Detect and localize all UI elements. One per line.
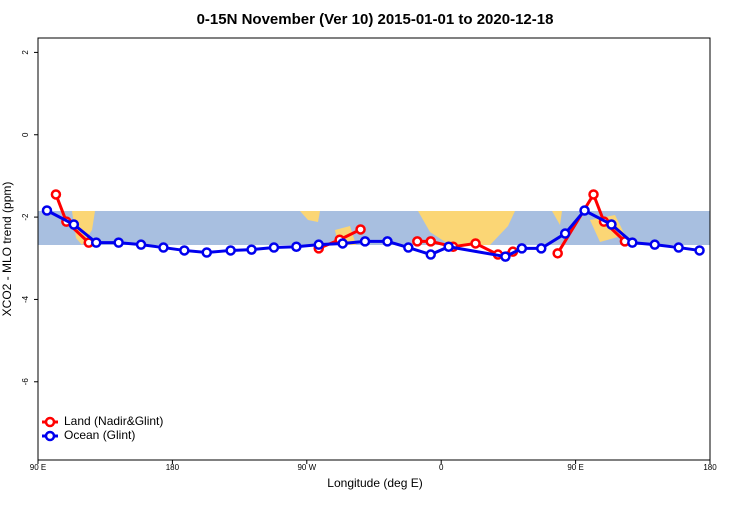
data-point: [673, 242, 684, 253]
data-point: [588, 189, 599, 200]
data-point: [694, 245, 705, 256]
data-point: [412, 236, 423, 247]
data-point: [313, 239, 324, 250]
data-point: [382, 236, 393, 247]
data-point: [337, 238, 348, 249]
data-point: [225, 245, 236, 256]
data-point: [113, 237, 124, 248]
data-point: [355, 224, 366, 235]
legend-label: Land (Nadir&Glint): [64, 414, 163, 428]
data-point: [68, 219, 80, 230]
legend-marker: [44, 416, 56, 428]
y-tick-label: -6: [21, 378, 30, 386]
y-axis-label: XCO2 - MLO trend (ppm): [0, 182, 14, 317]
x-axis-label: Longitude (deg E): [327, 476, 422, 490]
x-tick-label: 90 E: [30, 463, 46, 472]
data-point: [536, 243, 547, 254]
data-point: [403, 242, 414, 253]
data-point: [443, 241, 454, 252]
data-point: [516, 243, 528, 254]
data-point: [470, 238, 481, 249]
data-point: [359, 236, 371, 247]
data-point: [425, 236, 436, 247]
plot-frame: [37, 37, 711, 461]
data-point: [50, 189, 62, 200]
chart-title: 0-15N November (Ver 10) 2015-01-01 to 20…: [197, 11, 554, 28]
data-point: [606, 219, 617, 230]
data-point: [179, 245, 190, 256]
data-point: [41, 205, 53, 216]
x-tick-label: 90 E: [567, 463, 583, 472]
data-point: [268, 242, 280, 253]
data-point: [135, 239, 147, 250]
legend-marker: [44, 430, 56, 442]
data-point: [90, 237, 102, 248]
legend-label: Ocean (Glint): [64, 428, 135, 442]
y-tick-label: -4: [21, 295, 30, 303]
x-tick-label: 90 W: [297, 463, 316, 472]
data-point: [500, 251, 511, 262]
x-tick-label: 0: [439, 463, 444, 472]
data-point: [291, 241, 302, 252]
y-tick-label: 0: [21, 132, 30, 137]
y-tick-label: -2: [21, 213, 30, 221]
data-point: [246, 244, 257, 255]
y-tick-label: 2: [21, 50, 30, 55]
data-point: [649, 239, 660, 250]
data-point: [425, 249, 436, 260]
x-tick-label: 180: [703, 463, 717, 472]
data-point: [552, 248, 563, 259]
x-tick-label: 180: [166, 463, 180, 472]
data-point: [579, 205, 590, 216]
data-point: [559, 228, 571, 239]
data-point: [201, 247, 212, 258]
data-point: [627, 237, 638, 248]
data-point: [158, 242, 169, 253]
